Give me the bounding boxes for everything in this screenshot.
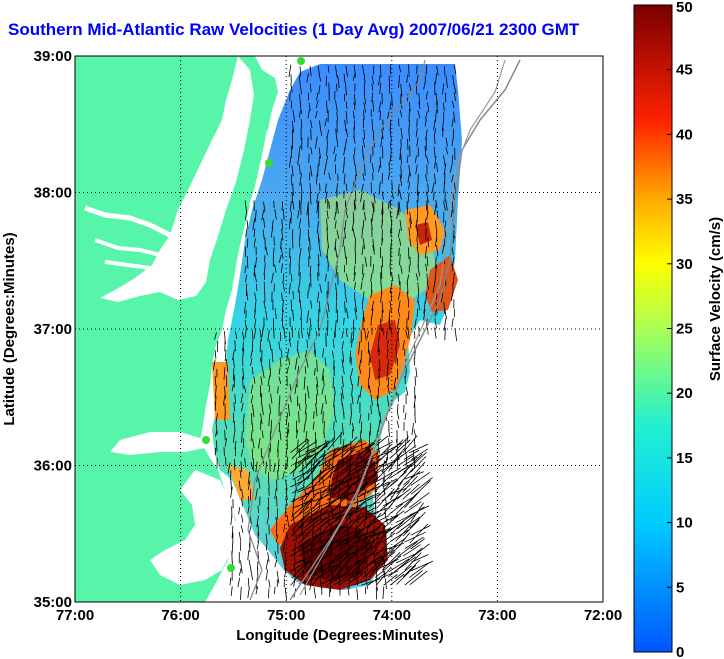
pamlico-sound	[150, 470, 236, 585]
bathymetry-contour	[247, 59, 426, 601]
x-tick-label: 72:00	[584, 607, 622, 624]
rappahannock-river	[94, 238, 161, 257]
albemarle-sound	[110, 432, 205, 455]
grid-lines	[75, 56, 603, 602]
colorbar-tick-label: 5	[676, 579, 684, 596]
field-high-speed	[370, 320, 400, 380]
map-title: Southern Mid-Atlantic Raw Velocities (1 …	[8, 20, 580, 39]
x-axis-label: Longitude (Degrees:Minutes)	[236, 627, 444, 644]
colorbar-tick-label: 10	[676, 515, 693, 532]
colorbar-tick-label: 30	[676, 256, 693, 273]
x-axis-ticks: 77:00 76:00 75:00 74:00 73:00 72:00	[56, 607, 622, 624]
x-tick-label: 75:00	[267, 607, 305, 624]
field-high-speed	[228, 465, 255, 500]
radar-station-marker	[202, 436, 210, 444]
colorbar-tick-label: 35	[676, 191, 693, 208]
bathymetry-contour	[289, 59, 521, 601]
colorbar-tick-label: 20	[676, 385, 693, 402]
x-tick-label: 73:00	[478, 607, 516, 624]
colorbar-tick-label: 50	[676, 0, 693, 16]
y-tick-label: 38:00	[34, 185, 72, 202]
york-river	[104, 260, 151, 270]
chesapeake-bay	[100, 56, 254, 302]
y-tick-label: 35:00	[34, 594, 72, 611]
y-tick-label: 37:00	[34, 321, 72, 338]
velocity-arrows	[212, 64, 458, 601]
delaware-bay	[255, 56, 296, 82]
x-tick-label: 74:00	[373, 607, 411, 624]
delmarva-coast	[249, 129, 269, 206]
colorbar-tick-label: 45	[676, 62, 693, 79]
y-tick-label: 36:00	[34, 458, 72, 475]
field-high-speed	[212, 362, 230, 420]
radar-station-marker	[227, 564, 235, 572]
y-tick-label: 39:00	[34, 48, 72, 65]
field-high-speed	[425, 255, 458, 312]
potomac-river	[84, 205, 172, 238]
radar-station-marker	[297, 57, 305, 65]
x-tick-label: 77:00	[56, 607, 94, 624]
colorbar-ticks: 0 5 10 15 20 25 30 35 40 45 50	[667, 0, 693, 659]
bathymetry-contour	[299, 59, 506, 596]
colorbar-tick-label: 25	[676, 321, 693, 338]
colorbar	[633, 4, 673, 653]
y-axis-ticks: 39:00 38:00 37:00 36:00 35:00	[34, 48, 72, 611]
field-mid-speed	[320, 190, 440, 300]
y-axis-label: Latitude (Degrees:Minutes)	[1, 232, 18, 425]
colorbar-tick-label: 0	[676, 644, 684, 659]
x-tick-label: 76:00	[161, 607, 199, 624]
colorbar-tick-label: 40	[676, 126, 693, 143]
plot-frame	[74, 55, 604, 603]
colorbar-label: Surface Velocity (cm/s)	[707, 217, 724, 381]
colorbar-tick-label: 15	[676, 450, 693, 467]
radar-station-marker	[265, 159, 273, 167]
